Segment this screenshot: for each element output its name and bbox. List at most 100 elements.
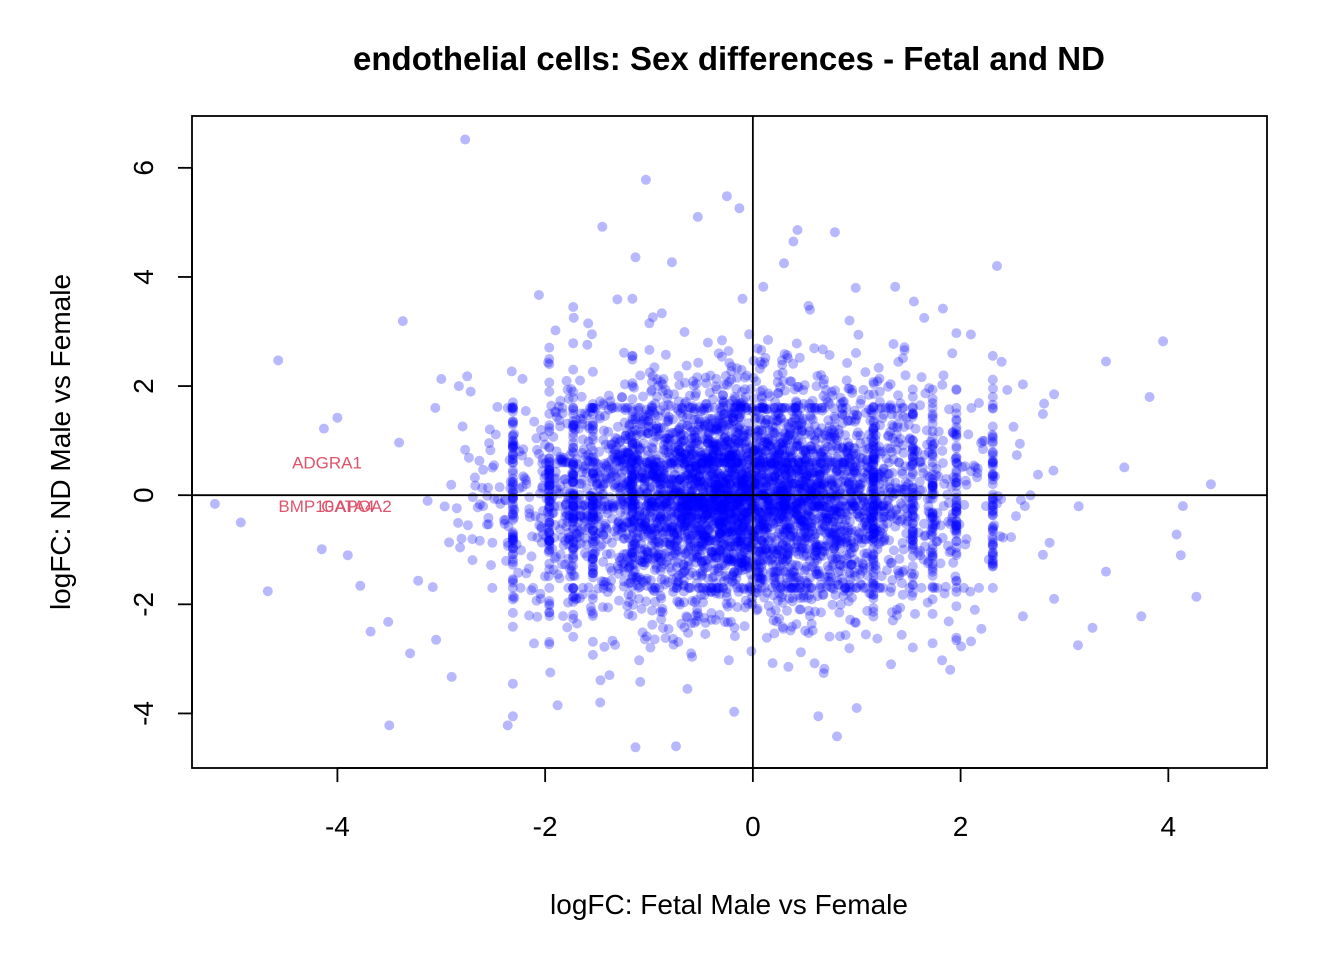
data-point xyxy=(738,582,749,593)
data-point xyxy=(815,511,826,522)
data-point xyxy=(864,515,875,526)
data-point xyxy=(618,454,628,464)
data-point xyxy=(907,442,918,453)
data-point xyxy=(852,427,863,438)
data-point xyxy=(804,590,814,601)
data-point xyxy=(486,560,496,571)
data-point xyxy=(938,370,949,381)
data-point xyxy=(728,553,739,564)
data-point xyxy=(817,457,828,468)
data-point xyxy=(562,478,573,489)
data-point xyxy=(706,582,717,593)
data-point xyxy=(790,502,801,513)
data-point xyxy=(755,575,766,586)
data-point xyxy=(631,430,642,441)
data-point xyxy=(868,457,879,468)
data-point xyxy=(644,367,655,378)
data-point xyxy=(568,609,579,620)
data-point xyxy=(615,507,626,518)
data-point xyxy=(598,425,609,436)
data-point xyxy=(622,516,633,527)
data-point xyxy=(741,515,752,526)
data-point xyxy=(723,655,734,666)
data-point xyxy=(478,464,489,475)
data-point xyxy=(729,552,740,562)
data-point xyxy=(650,596,661,607)
data-point xyxy=(655,553,666,563)
data-point xyxy=(696,450,707,461)
data-point xyxy=(829,513,840,524)
data-point xyxy=(693,357,704,368)
data-point xyxy=(675,502,686,513)
data-point xyxy=(644,525,655,536)
data-point xyxy=(987,547,998,558)
data-point xyxy=(1033,469,1043,480)
data-point xyxy=(740,553,751,563)
data-point xyxy=(679,327,690,337)
data-point xyxy=(782,582,793,593)
data-point xyxy=(758,507,769,518)
data-point xyxy=(727,508,738,519)
data-point xyxy=(659,522,670,533)
data-point xyxy=(893,356,904,367)
data-point xyxy=(723,495,734,506)
data-point xyxy=(649,634,660,645)
data-point xyxy=(842,442,853,453)
data-point xyxy=(869,521,880,532)
data-point xyxy=(568,524,579,535)
data-point xyxy=(711,423,721,434)
data-point xyxy=(507,450,518,461)
data-point xyxy=(903,419,914,430)
data-point xyxy=(828,559,839,570)
data-point xyxy=(868,449,879,460)
data-point xyxy=(770,410,781,421)
data-point xyxy=(655,606,666,617)
data-point xyxy=(568,596,579,607)
data-point xyxy=(687,476,698,486)
data-point xyxy=(704,484,715,495)
data-point xyxy=(687,499,697,510)
data-point xyxy=(869,417,879,428)
data-point xyxy=(796,486,807,497)
data-point xyxy=(460,444,471,455)
data-point xyxy=(757,496,768,507)
data-point xyxy=(686,522,697,533)
data-point xyxy=(766,554,777,565)
data-point xyxy=(928,520,938,531)
data-point xyxy=(755,570,766,581)
data-point xyxy=(947,508,958,519)
data-point xyxy=(736,451,747,462)
data-point xyxy=(710,546,721,556)
data-point xyxy=(805,611,815,621)
data-point xyxy=(686,471,697,482)
data-point xyxy=(843,415,854,426)
data-point xyxy=(987,479,998,490)
data-point xyxy=(927,561,938,572)
data-point xyxy=(824,350,835,360)
data-point xyxy=(851,430,862,441)
data-point xyxy=(708,422,719,433)
data-point xyxy=(751,405,762,416)
data-point xyxy=(652,477,663,488)
data-point xyxy=(685,540,696,551)
data-point xyxy=(779,499,790,510)
data-point xyxy=(592,497,603,508)
data-point xyxy=(647,405,657,416)
data-point xyxy=(628,599,638,610)
data-point xyxy=(927,398,938,409)
data-point xyxy=(987,457,998,468)
data-point xyxy=(827,390,838,401)
data-point xyxy=(624,483,635,494)
data-point xyxy=(507,404,518,414)
data-point xyxy=(826,386,837,397)
data-point xyxy=(592,480,603,491)
data-point xyxy=(467,555,478,566)
data-point xyxy=(756,402,767,413)
data-point xyxy=(959,499,970,510)
data-point xyxy=(642,459,653,470)
data-point xyxy=(893,390,904,401)
data-point xyxy=(794,352,805,363)
data-point xyxy=(777,597,788,608)
data-point xyxy=(970,462,981,473)
data-point xyxy=(995,531,1006,542)
